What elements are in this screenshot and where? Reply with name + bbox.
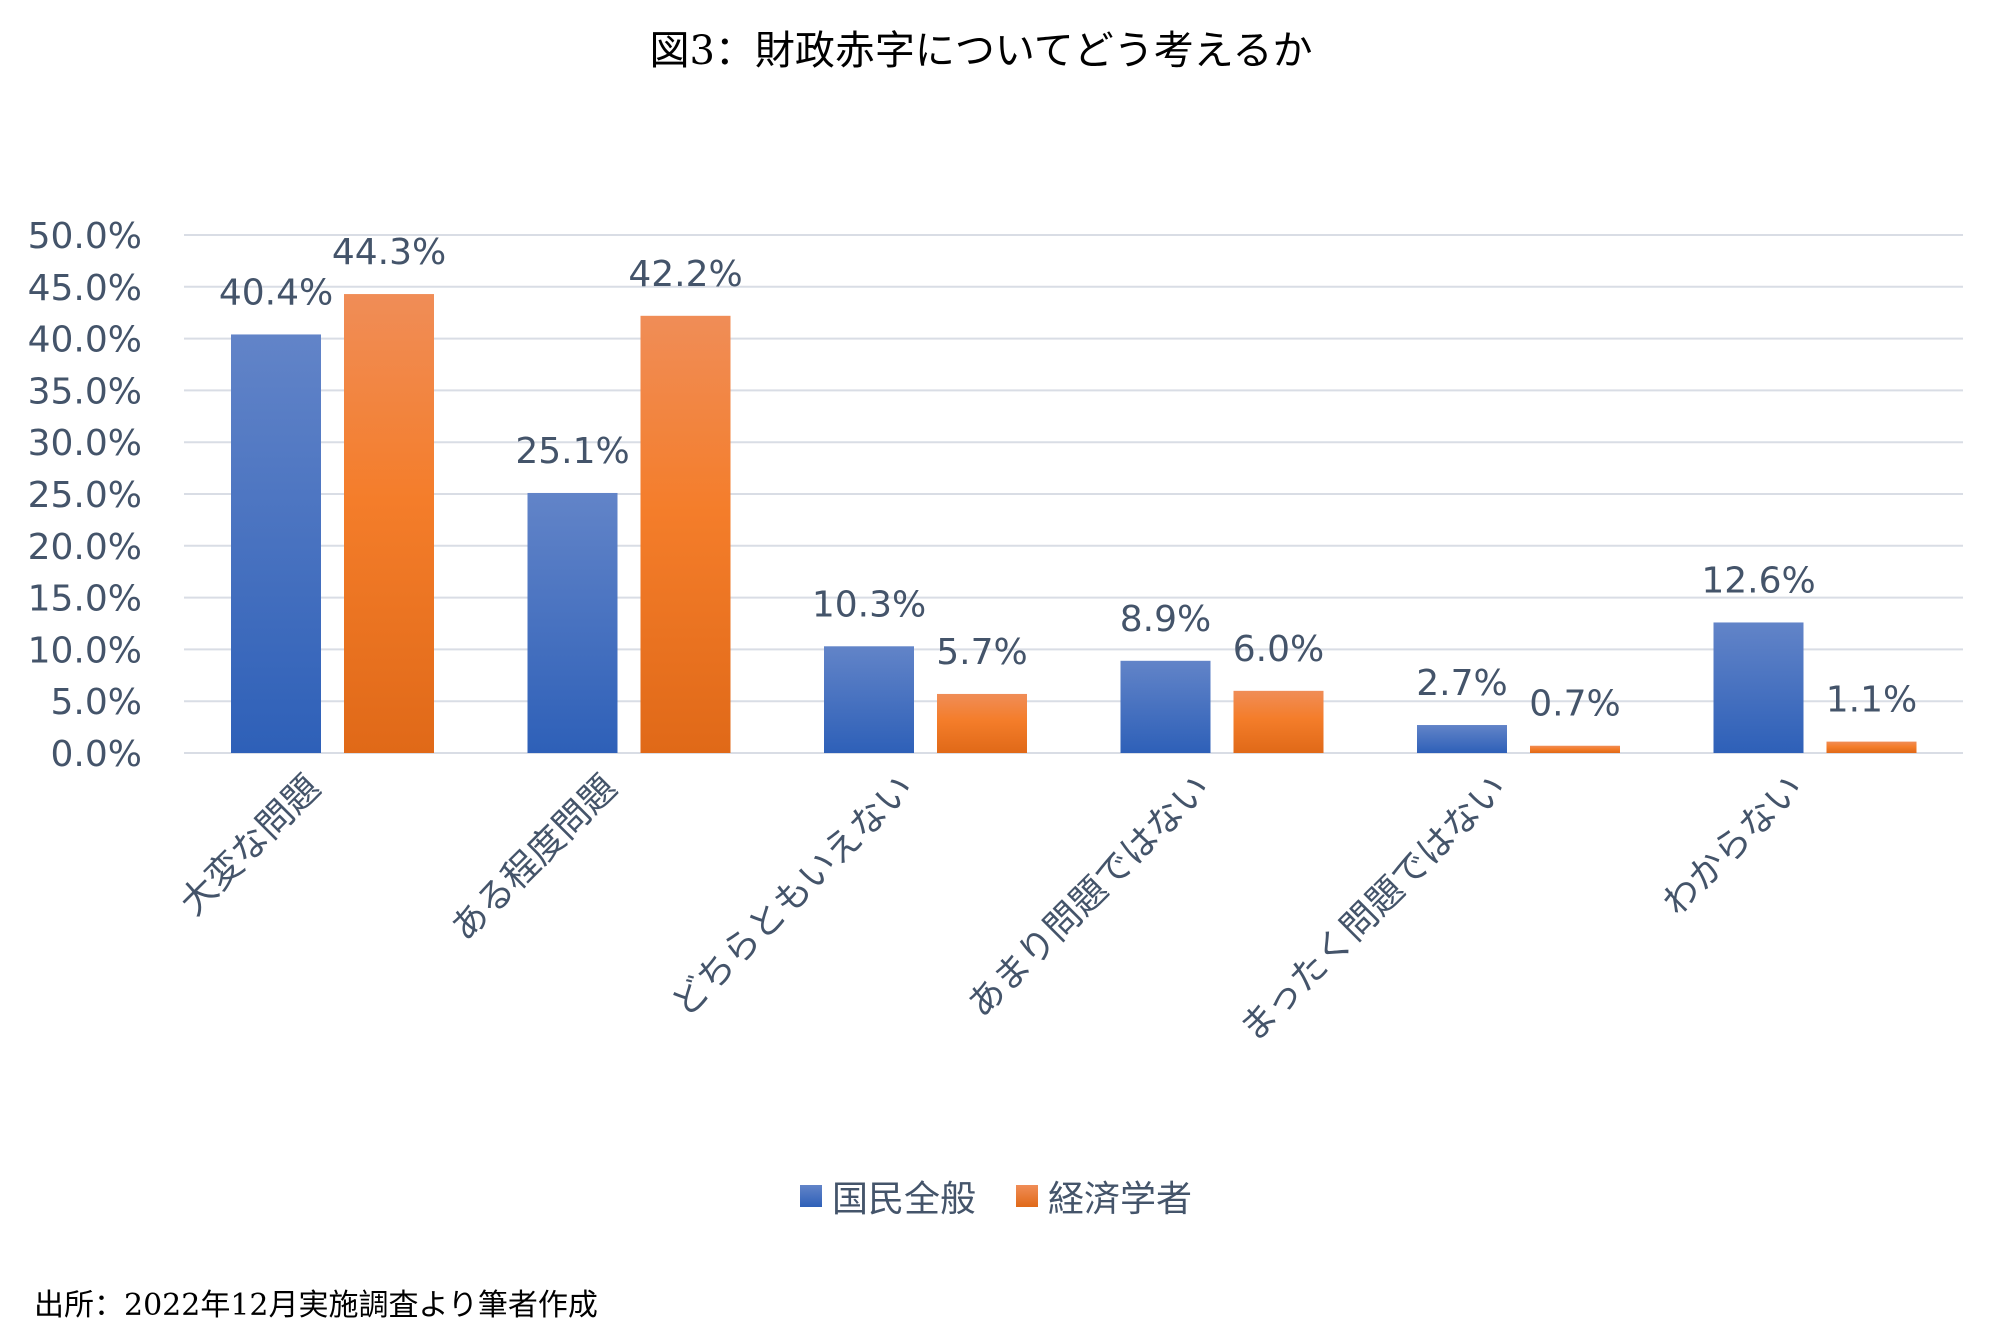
x-category-label: 大変な問題	[172, 767, 328, 923]
data-label: 40.4%	[219, 272, 333, 313]
bar-chart: 0.0% 5.0% 10.0% 15.0% 20.0% 25.0% 30.0% 35.0% 40…	[28, 216, 1963, 1050]
y-tick-label: 5.0%	[51, 682, 142, 723]
data-label: 0.7%	[1529, 684, 1620, 725]
bar	[1826, 741, 1917, 753]
legend-swatch	[1016, 1185, 1038, 1207]
x-category-label: あまり問題ではない	[960, 767, 1218, 1025]
legend-item-general-public: 国民全般	[799, 1170, 976, 1222]
data-label: 10.3%	[812, 584, 926, 625]
legend-label: 経済学者	[1048, 1179, 1193, 1220]
data-label: 1.1%	[1826, 680, 1917, 721]
x-category-label: わからない	[1655, 767, 1811, 923]
y-tick-label: 50.0%	[28, 216, 142, 257]
bar	[1530, 745, 1620, 753]
data-label: 42.2%	[628, 254, 742, 295]
bar	[344, 294, 434, 753]
bar	[824, 646, 914, 753]
y-tick-label: 25.0%	[28, 475, 142, 516]
bar	[640, 315, 731, 753]
data-label: 2.7%	[1416, 663, 1507, 704]
bar	[1233, 690, 1324, 753]
x-category-label: ある程度問題	[443, 767, 625, 949]
bar	[1120, 660, 1211, 753]
data-label: 12.6%	[1701, 560, 1815, 601]
y-tick-label: 40.0%	[28, 320, 142, 361]
data-label: 8.9%	[1120, 599, 1211, 640]
y-tick-label: 30.0%	[28, 423, 142, 464]
x-category-label: どちらともいえない	[664, 767, 922, 1025]
bar	[1713, 622, 1804, 753]
legend-label: 国民全般	[831, 1179, 976, 1220]
legend-item-economists: 経済学者	[1016, 1170, 1192, 1222]
y-tick-label: 35.0%	[28, 371, 142, 412]
y-tick-label: 10.0%	[28, 630, 142, 671]
data-label: 25.1%	[515, 431, 629, 472]
y-tick-label: 20.0%	[28, 527, 142, 568]
y-tick-label: 45.0%	[28, 268, 142, 309]
x-category-label: まったく問題ではない	[1232, 767, 1515, 1050]
legend-swatch	[799, 1185, 822, 1207]
data-label: 6.0%	[1233, 629, 1324, 670]
bar	[937, 693, 1027, 753]
legend: 国民全般 経済学者	[0, 1170, 1992, 1222]
y-tick-label: 0.0%	[51, 734, 142, 775]
bar	[231, 334, 321, 753]
bar	[1417, 725, 1507, 753]
data-label: 5.7%	[936, 632, 1027, 673]
data-label: 44.3%	[332, 232, 446, 273]
y-tick-label: 15.0%	[28, 579, 142, 620]
source-note: 出所：2022年12月実施調査より筆者作成	[34, 1288, 598, 1323]
bar	[527, 492, 618, 753]
chart-title: 図3：財政赤字についてどう考えるか	[649, 28, 1313, 74]
